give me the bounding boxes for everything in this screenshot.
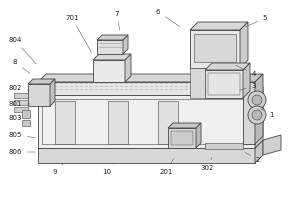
Polygon shape: [255, 140, 263, 163]
Polygon shape: [255, 87, 263, 148]
Text: 805: 805: [8, 132, 35, 138]
Text: 302: 302: [200, 158, 214, 171]
Polygon shape: [243, 82, 255, 144]
Polygon shape: [125, 54, 131, 82]
Polygon shape: [38, 87, 263, 95]
Circle shape: [252, 110, 262, 120]
Text: 802: 802: [8, 85, 29, 91]
Polygon shape: [123, 35, 128, 54]
Circle shape: [252, 95, 262, 105]
Bar: [190, 68, 205, 98]
Polygon shape: [50, 79, 55, 106]
Polygon shape: [38, 140, 263, 148]
Bar: [108, 101, 128, 144]
Polygon shape: [255, 74, 263, 144]
Text: 803: 803: [8, 115, 27, 121]
Bar: [14, 93, 28, 98]
Text: 5: 5: [245, 15, 267, 27]
Text: 801: 801: [8, 101, 30, 107]
Bar: [55, 101, 75, 144]
Polygon shape: [240, 22, 248, 68]
Bar: [14, 107, 28, 112]
Polygon shape: [97, 35, 128, 40]
Text: 4: 4: [236, 65, 256, 77]
Text: 2: 2: [245, 152, 260, 163]
Polygon shape: [243, 63, 250, 98]
Polygon shape: [38, 82, 200, 95]
Polygon shape: [196, 123, 201, 148]
Bar: [97, 40, 123, 54]
Text: 9: 9: [53, 164, 63, 175]
Polygon shape: [28, 84, 50, 106]
Bar: [158, 101, 178, 144]
Polygon shape: [38, 74, 208, 82]
Bar: [205, 143, 243, 149]
Bar: [22, 120, 30, 126]
Text: 701: 701: [65, 15, 92, 53]
Text: 806: 806: [8, 149, 35, 155]
Bar: [208, 73, 240, 95]
Bar: [171, 131, 193, 145]
Bar: [194, 34, 236, 62]
Polygon shape: [38, 148, 255, 163]
Text: 10: 10: [103, 164, 114, 175]
Polygon shape: [190, 22, 248, 30]
Bar: [93, 60, 125, 82]
Bar: [190, 30, 240, 68]
Text: 6: 6: [156, 9, 180, 26]
Text: 3: 3: [240, 83, 256, 90]
Bar: [168, 128, 196, 148]
Polygon shape: [263, 135, 281, 155]
Polygon shape: [93, 54, 131, 60]
Text: 804: 804: [8, 37, 36, 64]
Text: 201: 201: [159, 158, 174, 175]
Circle shape: [248, 91, 266, 109]
Bar: [205, 70, 243, 98]
Polygon shape: [205, 63, 250, 70]
Polygon shape: [200, 74, 208, 95]
Polygon shape: [243, 74, 263, 82]
Text: 1: 1: [260, 108, 273, 118]
Text: 7: 7: [115, 11, 120, 30]
Polygon shape: [38, 95, 255, 148]
Polygon shape: [28, 79, 55, 84]
Circle shape: [248, 106, 266, 124]
Polygon shape: [168, 123, 201, 128]
Text: 8: 8: [13, 59, 30, 73]
Bar: [22, 110, 30, 118]
Bar: [14, 100, 28, 105]
